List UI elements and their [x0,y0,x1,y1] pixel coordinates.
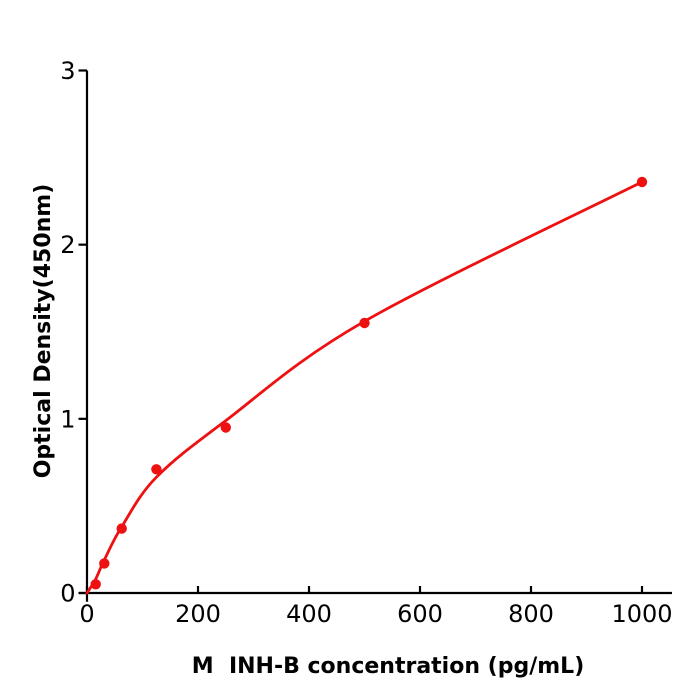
y-tick-label: 3 [60,57,75,85]
y-tick-label: 0 [60,580,75,608]
data-point [99,558,110,569]
data-point [116,523,127,534]
data-point [90,579,101,590]
data-point [636,176,648,188]
x-tick-label: 1000 [611,600,672,628]
data-point [220,422,231,433]
fit-curve [85,180,644,595]
data-point [359,317,370,329]
y-axis-title: Optical Density(450nm) [31,183,56,479]
x-tick-label: 600 [397,600,443,628]
x-axis-title: M INH-B concentration (pg/mL) [191,654,585,679]
x-tick-label: 800 [508,600,554,628]
axis-spines [78,70,672,602]
x-tick-label: 200 [175,600,221,628]
x-tick-label: 0 [79,600,94,628]
data-point [151,464,162,475]
fit-curve-group [85,180,644,595]
y-tick-label: 2 [60,231,75,259]
y-tick-label: 1 [60,405,75,433]
axis-tick-labels: 0 200 400 600 800 1000 0 1 2 3 [60,57,672,628]
data-points-group [90,176,648,590]
axis-ticks [78,69,644,595]
x-tick-label: 400 [286,600,332,628]
